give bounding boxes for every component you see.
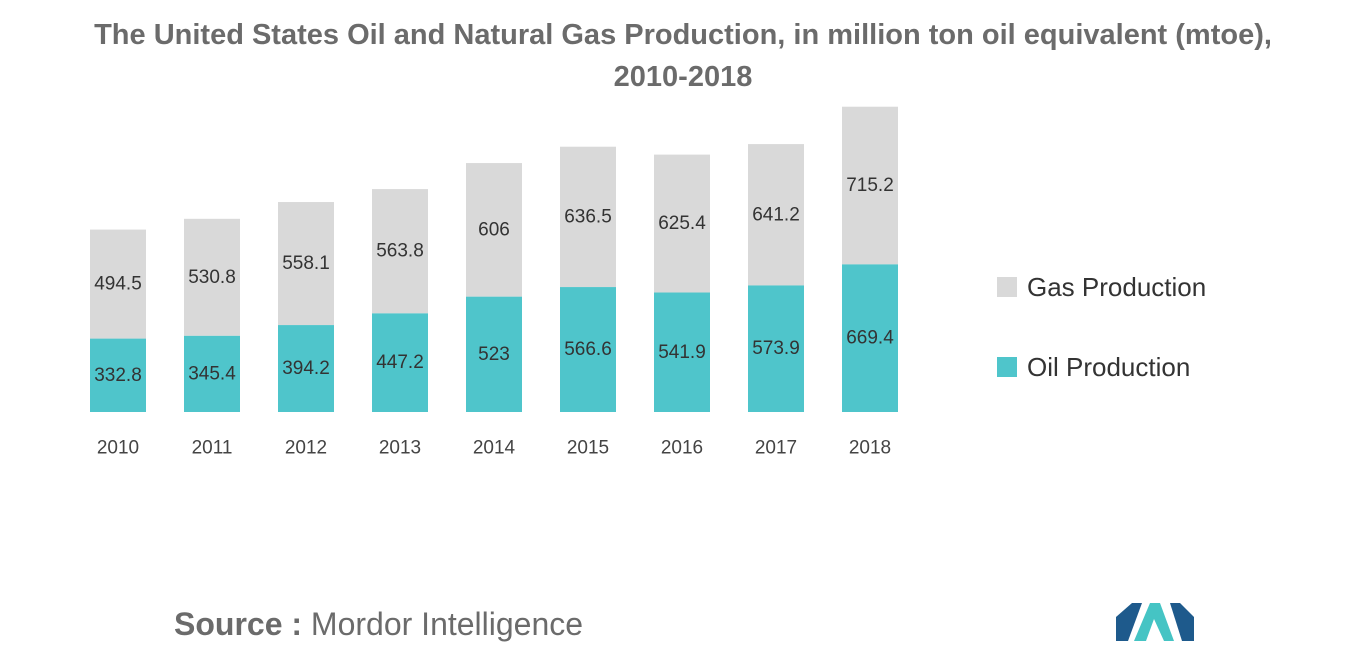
chart-legend: Gas Production Oil Production xyxy=(997,270,1206,430)
data-label-gas-2011: 530.8 xyxy=(188,267,236,288)
data-label-oil-2010: 332.8 xyxy=(94,365,142,386)
bar-oil-2010 xyxy=(90,338,146,412)
bar-gas-2012 xyxy=(278,202,334,326)
legend-label-oil: Oil Production xyxy=(1027,351,1191,382)
data-label-gas-2015: 636.5 xyxy=(564,206,612,227)
bar-oil-2014 xyxy=(466,296,522,412)
legend-item-oil: Oil Production xyxy=(997,350,1206,384)
x-tick-label-2016: 2016 xyxy=(661,438,703,459)
chart-title-line-2: 2010-2018 xyxy=(613,61,753,93)
legend-swatch-gas xyxy=(997,277,1017,297)
x-tick-label-2015: 2015 xyxy=(567,438,609,459)
legend-item-gas: Gas Production xyxy=(997,270,1206,304)
data-label-oil-2014: 523 xyxy=(478,344,510,365)
data-label-gas-2012: 558.1 xyxy=(282,253,330,274)
logo-left-stroke xyxy=(1116,603,1142,641)
bar-oil-2017 xyxy=(748,285,804,412)
data-label-oil-2015: 566.6 xyxy=(564,339,612,360)
data-label-oil-2013: 447.2 xyxy=(376,352,424,373)
data-label-gas-2017: 641.2 xyxy=(752,204,800,225)
data-label-gas-2010: 494.5 xyxy=(94,274,142,295)
chart-title: The United States Oil and Natural Gas Pr… xyxy=(0,14,1366,98)
bar-oil-2013 xyxy=(372,313,428,412)
data-label-gas-2016: 625.4 xyxy=(658,213,706,234)
bar-gas-2017 xyxy=(748,144,804,286)
data-label-gas-2013: 563.8 xyxy=(376,241,424,262)
data-label-oil-2016: 541.9 xyxy=(658,342,706,363)
x-tick-label-2010: 2010 xyxy=(97,438,139,459)
data-label-oil-2011: 345.4 xyxy=(188,363,236,384)
source-note: Source : Mordor Intelligence xyxy=(174,606,583,643)
x-tick-label-2014: 2014 xyxy=(473,438,516,459)
data-label-gas-2018: 715.2 xyxy=(846,175,894,196)
data-label-oil-2018: 669.4 xyxy=(846,328,894,349)
data-label-gas-2014: 606 xyxy=(478,219,510,240)
source-text: Mordor Intelligence xyxy=(310,606,584,642)
bar-gas-2011 xyxy=(184,218,240,336)
bar-gas-2013 xyxy=(372,189,428,314)
bar-gas-2010 xyxy=(90,229,146,339)
legend-swatch-oil xyxy=(997,357,1017,377)
bar-gas-2016 xyxy=(654,154,710,293)
bar-oil-2015 xyxy=(560,287,616,412)
logo-right-stroke xyxy=(1170,603,1194,641)
source-label: Source : xyxy=(174,606,303,642)
bar-oil-2018 xyxy=(842,264,898,412)
legend-label-gas: Gas Production xyxy=(1027,271,1207,302)
bar-gas-2018 xyxy=(842,106,898,265)
bar-oil-2012 xyxy=(278,325,334,412)
bar-gas-2014 xyxy=(466,163,522,297)
bar-oil-2011 xyxy=(184,335,240,412)
x-tick-label-2017: 2017 xyxy=(755,438,797,459)
bar-gas-2015 xyxy=(560,146,616,288)
data-label-oil-2012: 394.2 xyxy=(282,358,330,379)
x-tick-label-2012: 2012 xyxy=(285,438,327,459)
x-tick-label-2013: 2013 xyxy=(379,438,421,459)
x-tick-label-2018: 2018 xyxy=(849,438,891,459)
bar-oil-2016 xyxy=(654,292,710,412)
chart-title-line-1: The United States Oil and Natural Gas Pr… xyxy=(94,19,1272,51)
logo-middle-stroke xyxy=(1134,603,1174,641)
x-tick-label-2011: 2011 xyxy=(192,438,233,459)
data-label-oil-2017: 573.9 xyxy=(752,338,800,359)
mordor-intelligence-logo-icon xyxy=(1116,603,1194,641)
